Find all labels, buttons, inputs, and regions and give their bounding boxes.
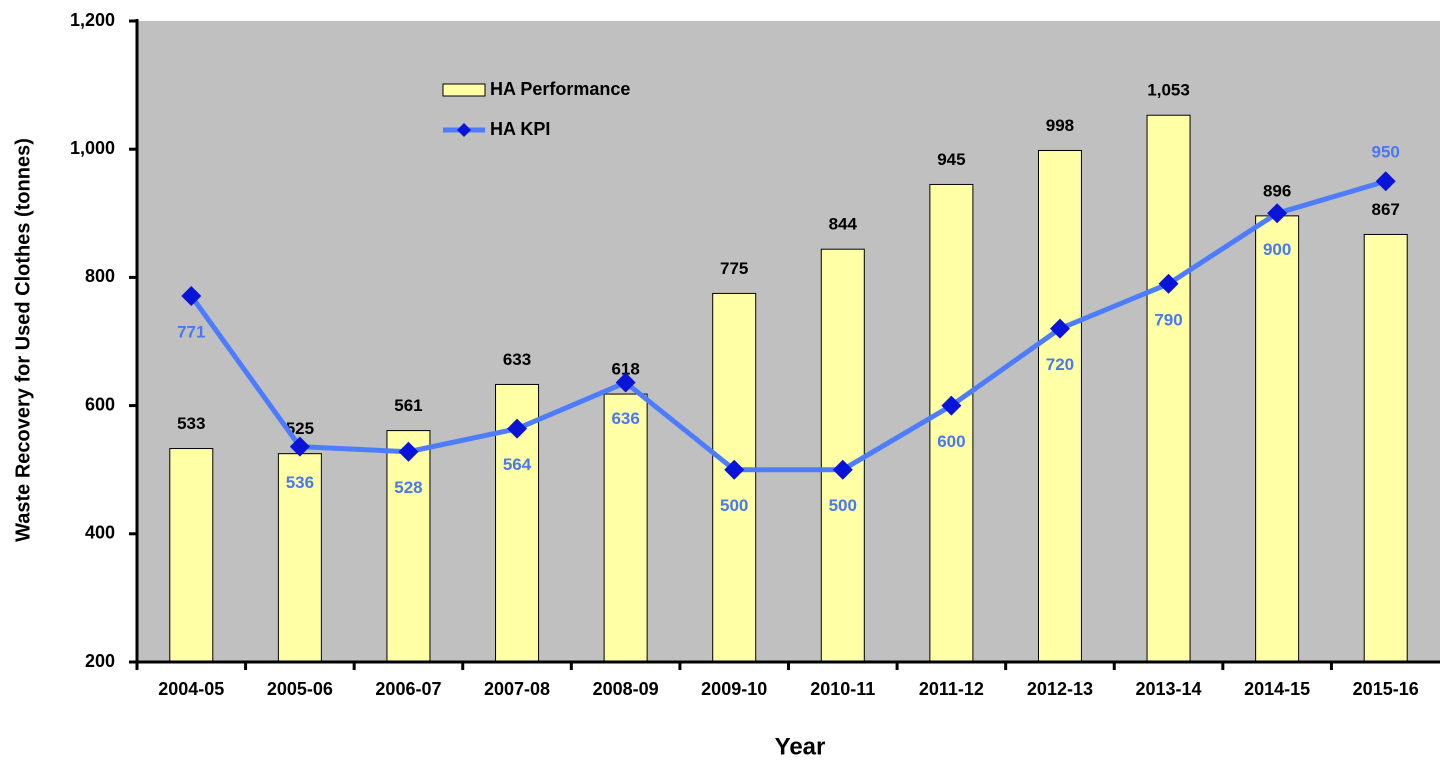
bar xyxy=(169,448,214,663)
x-axis-title: Year xyxy=(775,733,826,760)
marker xyxy=(289,436,310,457)
bar xyxy=(1255,215,1300,663)
y-tick-label: 600 xyxy=(85,394,115,414)
x-tick-label: 2006-07 xyxy=(375,679,441,699)
y-tick-label: 800 xyxy=(85,266,115,286)
line-value-label: 528 xyxy=(394,478,422,497)
x-tick-label: 2009-10 xyxy=(701,679,767,699)
marker xyxy=(724,459,745,480)
bar-value-label: 945 xyxy=(937,150,965,169)
bar-value-label: 1,053 xyxy=(1147,81,1190,100)
line-value-label: 600 xyxy=(937,432,965,451)
line-value-label: 771 xyxy=(177,322,205,341)
x-tick-label: 2010-11 xyxy=(810,679,875,699)
x-tick-label: 2008-09 xyxy=(593,679,659,699)
y-tick-label: 1,000 xyxy=(70,138,115,158)
bar xyxy=(820,248,865,663)
bar-value-label: 998 xyxy=(1046,116,1074,135)
bar-value-label: 618 xyxy=(611,360,639,379)
legend-label: HA Performance xyxy=(490,79,630,99)
marker xyxy=(832,459,853,480)
bar-value-label: 775 xyxy=(720,259,748,278)
bar-value-label: 561 xyxy=(394,396,422,415)
line xyxy=(189,178,1387,473)
marker xyxy=(507,418,528,439)
bar xyxy=(386,430,431,663)
marker xyxy=(615,372,636,393)
marker xyxy=(1375,171,1396,192)
legend-marker xyxy=(457,123,471,137)
y-axis-title: Waste Recovery for Used Clothes (tonnes) xyxy=(12,138,34,542)
bar xyxy=(1037,149,1082,663)
line-value-label: 536 xyxy=(286,473,314,492)
y-tick-label: 400 xyxy=(85,523,115,543)
plot-area xyxy=(137,21,1440,662)
bar-value-label: 533 xyxy=(177,414,205,433)
x-tick-label: 2004-05 xyxy=(158,679,224,699)
x-tick-label: 2014-15 xyxy=(1244,679,1310,699)
legend-swatch xyxy=(442,83,486,97)
bar xyxy=(929,183,974,663)
line-value-label: 900 xyxy=(1263,240,1291,259)
marker xyxy=(1049,318,1070,339)
line-value-label: 500 xyxy=(720,496,748,515)
bar-value-label: 896 xyxy=(1263,181,1291,200)
bar-value-label: 844 xyxy=(829,215,858,234)
line-value-label: 564 xyxy=(503,455,532,474)
bar-value-label: 633 xyxy=(503,350,531,369)
x-tick-label: 2012-13 xyxy=(1027,679,1093,699)
marker xyxy=(398,441,419,462)
line-value-label: 636 xyxy=(611,409,639,428)
legend-label: HA KPI xyxy=(490,119,550,139)
line-value-label: 950 xyxy=(1372,143,1400,162)
marker xyxy=(181,285,202,306)
x-tick-label: 2005-06 xyxy=(267,679,333,699)
x-tick-label: 2007-08 xyxy=(484,679,550,699)
line-value-label: 500 xyxy=(829,496,857,515)
bar xyxy=(1363,233,1408,663)
y-tick-label: 200 xyxy=(85,651,115,671)
x-tick-label: 2013-14 xyxy=(1136,679,1202,699)
bar xyxy=(603,393,648,663)
marker xyxy=(941,395,962,416)
marker xyxy=(1158,273,1179,294)
y-tick-label: 1,200 xyxy=(70,10,115,30)
line-value-label: 720 xyxy=(1046,355,1074,374)
x-tick-label: 2011-12 xyxy=(919,679,984,699)
line-value-label: 790 xyxy=(1154,310,1182,329)
bar-value-label: 867 xyxy=(1372,200,1400,219)
bar xyxy=(1146,114,1191,663)
marker xyxy=(1267,203,1288,224)
x-tick-label: 2015-16 xyxy=(1353,679,1419,699)
